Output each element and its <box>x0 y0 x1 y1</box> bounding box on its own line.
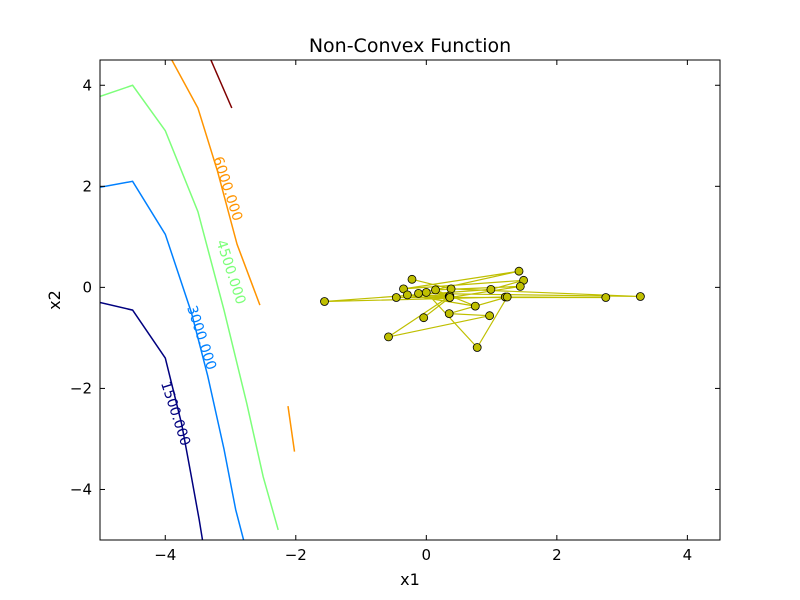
series-point-25 <box>445 293 455 302</box>
axes-frame <box>99 59 721 541</box>
y-axis-label: x2 <box>45 290 64 310</box>
contour-line-7500 <box>210 60 233 109</box>
y-tick-label: −2 <box>70 379 92 397</box>
series-line <box>324 270 641 349</box>
x-tick-label: 2 <box>552 546 562 564</box>
series-point-17 <box>502 292 512 302</box>
axes: −4 −2 0 2 4 −4 −2 0 2 4 <box>70 59 721 564</box>
x-axis-label: x1 <box>400 570 420 589</box>
series-point-14 <box>384 332 393 342</box>
contour-line-4500 <box>100 84 279 531</box>
series-point-2 <box>446 284 456 294</box>
contour-line-3000 <box>100 180 245 540</box>
series-point-8 <box>486 284 496 294</box>
x-tick-label: 4 <box>683 546 693 564</box>
series-point-4 <box>414 288 423 298</box>
series-point-15 <box>485 311 495 321</box>
series-point-22 <box>470 301 480 311</box>
series-layer <box>320 266 645 352</box>
series-point-18 <box>472 343 482 352</box>
series-point-19 <box>421 287 431 297</box>
y-tick-label: 4 <box>82 76 92 94</box>
series-point-24 <box>515 281 525 291</box>
chart-title: Non-Convex Function <box>309 35 511 57</box>
series-point-9 <box>320 297 329 306</box>
series-point-21 <box>402 290 412 300</box>
y-tick-label: 2 <box>82 177 92 195</box>
x-tick-label: −4 <box>154 546 176 564</box>
x-tick-label: 0 <box>422 546 432 564</box>
y-tick-label: −4 <box>70 480 92 498</box>
series-point-11 <box>601 293 611 302</box>
plot-area <box>100 60 720 540</box>
contour-line-6000-2 <box>287 405 296 452</box>
series-point-1 <box>407 274 417 284</box>
series-point-26 <box>419 313 429 323</box>
series-point-12 <box>391 293 401 302</box>
contour-line-1500 <box>100 301 204 540</box>
series-point-16 <box>444 309 454 319</box>
series-point-23 <box>431 285 440 295</box>
x-tick-label: −2 <box>285 546 307 564</box>
series-point-3 <box>636 292 645 301</box>
plot-background <box>100 60 720 540</box>
contour-line-6000-1 <box>171 60 261 306</box>
series-point-5 <box>514 266 524 276</box>
y-tick-label: 0 <box>82 278 92 296</box>
